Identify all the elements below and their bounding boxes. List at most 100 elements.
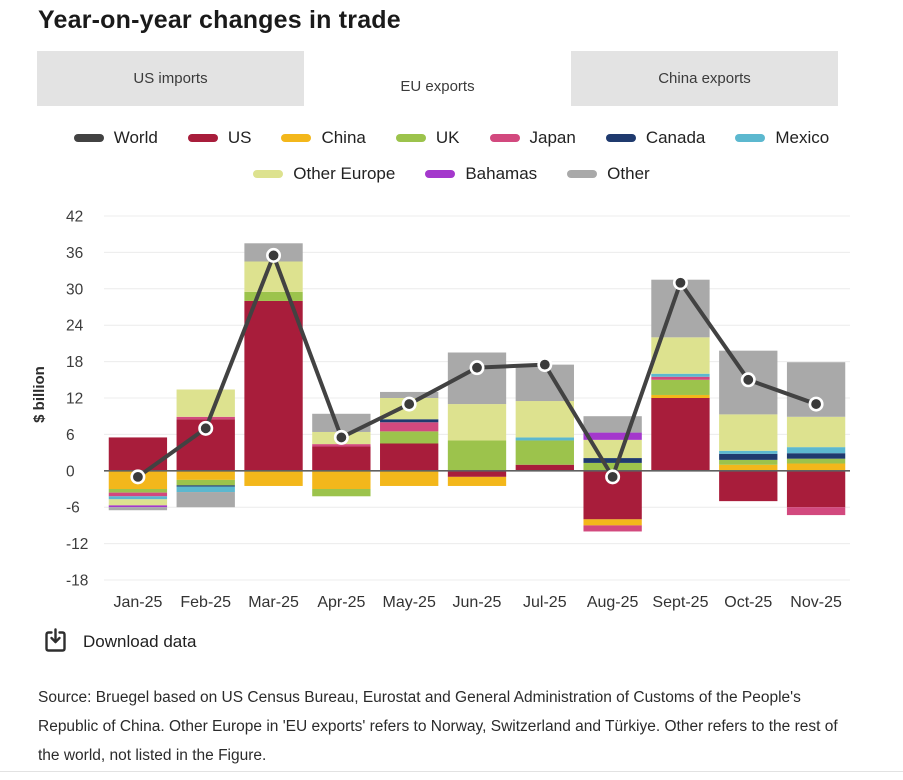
bar-segment-other-europe-jun-25[interactable]: [447, 404, 507, 441]
bar-segment-japan-may-25[interactable]: [380, 422, 439, 432]
bar-segment-canada-feb-25[interactable]: [176, 485, 235, 487]
bar-segment-china-mar-25[interactable]: [244, 470, 303, 486]
bar-segment-japan-aug-25[interactable]: [583, 525, 642, 532]
bar-segment-other-europe-jan-25[interactable]: [108, 499, 168, 506]
x-tick-label: Jul-25: [523, 594, 567, 611]
world-point-feb-25[interactable]: [198, 420, 214, 436]
legend-item-uk[interactable]: UK: [395, 128, 460, 148]
bar-segment-uk-sept-25[interactable]: [651, 379, 710, 395]
bar-segment-uk-nov-25[interactable]: [786, 458, 846, 464]
bar-segment-us-sept-25[interactable]: [651, 398, 710, 471]
x-tick-label: Sept-25: [652, 594, 708, 611]
x-tick-label: May-25: [383, 594, 436, 611]
bar-segment-other-europe-feb-25[interactable]: [176, 389, 235, 417]
bar-segment-uk-jan-25[interactable]: [108, 489, 168, 493]
chart-canvas[interactable]: 42 36 30 24 18 12 6 0 -6 -12 -18 Jan-25 Feb-25 Mar-25…: [52, 200, 862, 618]
bar-segment-japan-apr-25[interactable]: [312, 444, 371, 447]
bar-segment-mexico-oct-25[interactable]: [719, 450, 778, 454]
world-point-nov-25[interactable]: [808, 396, 824, 412]
tab-eu-exports[interactable]: EU exports: [304, 51, 571, 121]
bar-segment-us-nov-25[interactable]: [786, 470, 846, 508]
bar-segment-china-may-25[interactable]: [380, 470, 439, 486]
bar-segment-canada-nov-25[interactable]: [786, 453, 846, 459]
bar-segment-canada-aug-25[interactable]: [583, 458, 642, 463]
bar-segment-mexico-sept-25[interactable]: [651, 373, 710, 377]
bar-segment-other-aug-25[interactable]: [583, 416, 642, 433]
bar-segment-mexico-nov-25[interactable]: [786, 447, 846, 454]
bar-segment-other-apr-25[interactable]: [312, 413, 371, 432]
download-data-button[interactable]: Download data: [42, 628, 903, 655]
bar-segment-bahamas-aug-25[interactable]: [583, 432, 642, 440]
bar-segment-uk-apr-25[interactable]: [312, 489, 371, 497]
bar-segment-us-jul-25[interactable]: [515, 464, 574, 471]
bar-segment-us-jan-25[interactable]: [108, 437, 168, 471]
bar-segment-mexico-jan-25[interactable]: [108, 496, 168, 500]
world-point-aug-25[interactable]: [605, 469, 621, 485]
bar-segment-china-nov-25[interactable]: [786, 463, 846, 471]
bar-segment-china-aug-25[interactable]: [583, 519, 642, 526]
bar-segment-other-europe-jul-25[interactable]: [515, 401, 574, 438]
world-point-jul-25[interactable]: [537, 357, 553, 373]
bar-segment-mexico-jul-25[interactable]: [515, 437, 574, 441]
bar-segment-mexico-feb-25[interactable]: [176, 486, 235, 493]
legend-item-mexico[interactable]: Mexico: [735, 128, 829, 148]
bar-segment-uk-jul-25[interactable]: [515, 440, 574, 465]
legend-item-other-europe[interactable]: Other Europe: [253, 164, 395, 184]
legend-item-bahamas[interactable]: Bahamas: [425, 164, 537, 184]
world-point-sept-25[interactable]: [672, 275, 688, 291]
bar-segment-us-may-25[interactable]: [380, 443, 439, 471]
y-axis-title: $ billion: [30, 365, 48, 423]
tab-china-exports[interactable]: China exports: [658, 70, 751, 87]
y-tick-label: -18: [66, 573, 88, 590]
legend-item-canada[interactable]: Canada: [605, 128, 705, 148]
tab-us-imports[interactable]: US imports: [133, 70, 208, 87]
legend-item-china[interactable]: China: [281, 128, 366, 148]
bar-segment-other-jan-25[interactable]: [108, 507, 168, 511]
bar-segment-china-jun-25[interactable]: [447, 476, 507, 486]
bar-segment-china-oct-25[interactable]: [719, 464, 778, 471]
world-point-apr-25[interactable]: [333, 429, 349, 445]
bar-segment-japan-jan-25[interactable]: [108, 492, 168, 497]
bar-segment-bahamas-jan-25[interactable]: [108, 505, 168, 508]
bar-segment-other-europe-nov-25[interactable]: [786, 416, 846, 448]
bar-segment-japan-nov-25[interactable]: [786, 507, 846, 516]
bar-segment-uk-oct-25[interactable]: [719, 459, 778, 465]
bar-segment-other-europe-mar-25[interactable]: [244, 261, 303, 292]
bar-segment-uk-aug-25[interactable]: [583, 462, 642, 471]
x-tick-label: Aug-25: [587, 594, 639, 611]
world-point-jan-25[interactable]: [130, 469, 146, 485]
bar-segment-other-feb-25[interactable]: [176, 492, 235, 508]
bar-segment-other-europe-oct-25[interactable]: [719, 414, 778, 451]
bar-segment-uk-may-25[interactable]: [380, 431, 439, 444]
bar-segment-us-jun-25[interactable]: [447, 470, 507, 477]
legend-swatch-icon: [735, 134, 766, 142]
download-label: Download data: [83, 631, 197, 651]
world-point-jun-25[interactable]: [469, 360, 485, 376]
legend-item-world[interactable]: World: [73, 128, 158, 148]
legend-item-other[interactable]: Other: [567, 164, 650, 184]
legend-label: Other: [607, 164, 650, 183]
legend-label: Other Europe: [293, 164, 396, 183]
bar-segment-uk-mar-25[interactable]: [244, 291, 303, 301]
bar-segment-japan-sept-25[interactable]: [651, 376, 710, 380]
world-point-oct-25[interactable]: [740, 372, 756, 388]
bar-segment-uk-jun-25[interactable]: [447, 440, 507, 471]
legend-swatch-icon: [395, 134, 426, 142]
bar-segment-japan-feb-25[interactable]: [176, 416, 235, 420]
world-point-may-25[interactable]: [401, 396, 417, 412]
bar-segment-canada-may-25[interactable]: [380, 419, 439, 423]
bar-segment-us-mar-25[interactable]: [244, 300, 303, 471]
legend-item-us[interactable]: US: [187, 128, 251, 148]
bar-segment-us-apr-25[interactable]: [312, 446, 371, 471]
x-tick-label: Oct-25: [724, 594, 772, 611]
bar-segment-uk-feb-25[interactable]: [176, 479, 235, 486]
world-point-mar-25[interactable]: [266, 247, 282, 263]
bar-segment-china-sept-25[interactable]: [651, 394, 710, 398]
bar-segment-china-apr-25[interactable]: [312, 470, 371, 489]
bar-segment-canada-oct-25[interactable]: [719, 453, 778, 460]
legend-label: China: [321, 128, 366, 147]
bar-segment-other-may-25[interactable]: [380, 391, 439, 398]
legend-item-japan[interactable]: Japan: [489, 128, 576, 148]
bar-segment-us-oct-25[interactable]: [719, 470, 778, 502]
bar-segment-china-feb-25[interactable]: [176, 470, 235, 480]
